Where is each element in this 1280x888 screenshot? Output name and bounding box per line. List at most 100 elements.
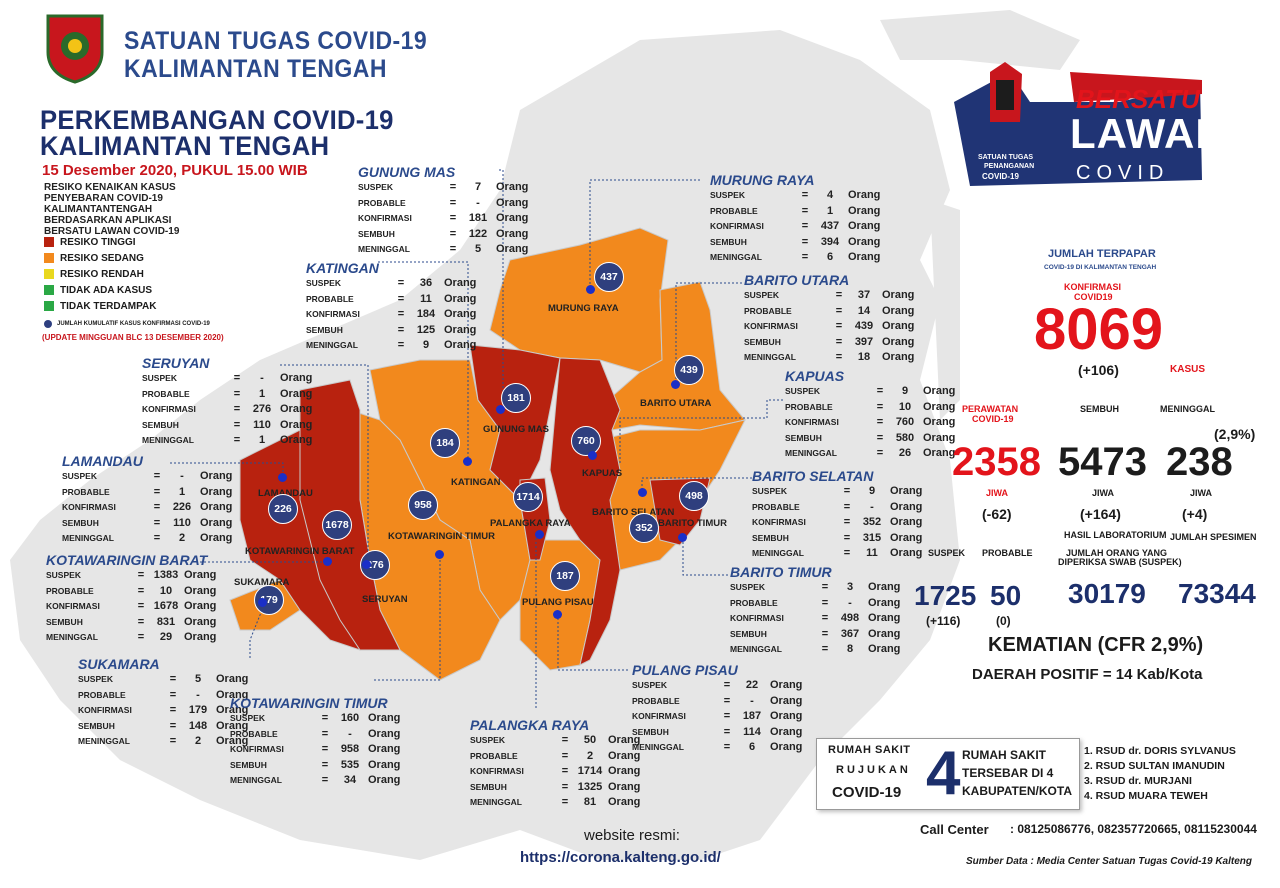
location-dot xyxy=(435,550,444,559)
stat-row: SEMBUH = 148 Orang xyxy=(78,719,248,735)
probable-label: PROBABLE xyxy=(982,548,1033,558)
stat-cell: PROBABLE xyxy=(632,695,680,706)
stat-cell: = xyxy=(723,710,731,722)
legend-medium: RESIKO SEDANG xyxy=(44,250,156,266)
hospital-label2: RUJUKAN xyxy=(836,764,911,776)
stat-cell: = xyxy=(153,470,161,482)
stat-row: SEMBUH = 315 Orang xyxy=(752,531,922,547)
stat-cell: 580 xyxy=(895,431,915,444)
sembuh-label: SEMBUH xyxy=(1080,404,1120,414)
stat-cell: = xyxy=(397,308,405,320)
stat-row: MENINGGAL = 5 Orang xyxy=(358,242,528,258)
location-dot xyxy=(553,610,562,619)
stat-cell: = xyxy=(449,196,457,209)
stat-cell: Orang xyxy=(444,277,477,289)
stat-cell: 4 xyxy=(826,189,834,201)
stat-cell: SEMBUH xyxy=(230,759,267,770)
website-link[interactable]: https://corona.kalteng.go.id/ xyxy=(520,849,721,866)
stat-cell: = xyxy=(233,434,241,446)
sembuh-total: 5473 xyxy=(1058,440,1147,484)
suspek-delta: (+116) xyxy=(926,614,961,628)
stat-cell: SUSPEK xyxy=(730,582,765,592)
stat-cell: = xyxy=(449,212,457,224)
stat-cell: = xyxy=(169,719,177,732)
stat-cell: Orang xyxy=(848,204,881,217)
location-dot xyxy=(586,285,595,294)
location-dot xyxy=(278,473,287,482)
stat-cell: = xyxy=(153,516,161,529)
leader-lines xyxy=(170,169,783,708)
stat-cell: MENINGGAL xyxy=(752,548,804,558)
region-stats-table: SUSPEK = 9 Orang PROBABLE = - Orang KONFIRMASI = 3… xyxy=(752,484,922,562)
island-northeast xyxy=(880,10,1080,70)
stat-cell: SEMBUH xyxy=(306,324,343,335)
stat-row: PROBABLE = 10 Orang xyxy=(46,584,216,600)
stat-cell: Orang xyxy=(200,516,233,529)
stat-row: SEMBUH = 122 Orang xyxy=(358,227,528,243)
stat-cell: 1 xyxy=(258,387,266,400)
perawatan-label: PERAWATAN xyxy=(962,404,1019,414)
stat-cell: SEMBUH xyxy=(710,236,747,247)
stat-cell: 81 xyxy=(583,796,597,808)
region-stats-table: SUSPEK = 22 Orang PROBABLE = - Orang KONFIRMASI =… xyxy=(632,678,802,756)
stat-cell: = xyxy=(835,351,843,363)
region-stats-table: SUSPEK = 5 Orang PROBABLE = - Orang KONFIRMASI = 1… xyxy=(78,672,248,750)
stat-cell: Orang xyxy=(496,227,529,240)
stat-row: PROBABLE = 1 Orang xyxy=(142,387,312,403)
stat-cell: KONFIRMASI xyxy=(470,766,524,776)
org-line1: SATUAN TUGAS COVID-19 xyxy=(124,27,428,55)
region-title: PALANGKA RAYA xyxy=(470,717,590,733)
stat-cell: SUSPEK xyxy=(752,486,787,496)
hospital-item: 2. RSUD SULTAN IMANUDIN xyxy=(1084,760,1225,772)
stat-cell: SUSPEK xyxy=(62,471,97,481)
stat-cell: KONFIRMASI xyxy=(730,613,784,623)
stat-cell: Orang xyxy=(496,181,529,193)
stat-cell: Orang xyxy=(882,304,915,317)
stat-cell: = xyxy=(843,516,851,528)
region-stats-kapuas: KAPUAS SUSPEK = 9 Orang PROBABLE = 10 Orang KONFI… xyxy=(785,368,955,462)
stat-row: SUSPEK = - Orang xyxy=(62,469,232,485)
map-label-sukamara: SUKAMARA xyxy=(234,577,290,588)
count-bubble-barito-utara: 439 xyxy=(674,355,704,385)
stat-cell: 2 xyxy=(194,735,202,747)
stat-cell: Orang xyxy=(882,335,915,348)
region-title: LAMANDAU xyxy=(62,453,143,469)
meninggal-total: 238 xyxy=(1166,440,1233,484)
location-dot xyxy=(496,405,505,414)
call-center-label: Call Center xyxy=(920,822,989,837)
stat-cell: 397 xyxy=(854,335,874,348)
region-stats-table: SUSPEK = 36 Orang PROBABLE = 11 Orang KONFIRMASI… xyxy=(306,276,476,354)
stat-cell: = xyxy=(821,627,829,640)
region-stats-table: SUSPEK = 1383 Orang PROBABLE = 10 Orang KONFIRMA… xyxy=(46,568,216,646)
stat-row: SUSPEK = 160 Orang xyxy=(230,711,400,727)
stat-cell: 5 xyxy=(194,673,202,685)
stat-cell: PROBABLE xyxy=(358,197,406,208)
stat-cell: = xyxy=(801,189,809,201)
perawatan-sub: COVID-19 xyxy=(972,414,1014,424)
stat-cell: = xyxy=(801,235,809,248)
stat-cell: = xyxy=(137,569,145,581)
stat-cell: = xyxy=(723,741,731,753)
stat-cell: MENINGGAL xyxy=(142,435,194,445)
stat-cell: MENINGGAL xyxy=(78,736,130,746)
map-label-palangka-raya: PALANGKA RAYA xyxy=(490,518,571,529)
stat-cell: Orang xyxy=(200,532,233,544)
stat-row: KONFIRMASI = 181 Orang xyxy=(358,211,528,227)
stat-row: SUSPEK = 4 Orang xyxy=(710,188,880,204)
map-label-kapuas: KAPUAS xyxy=(582,468,623,479)
region-title: SERUYAN xyxy=(142,355,210,371)
stat-row: SEMBUH = 580 Orang xyxy=(785,431,955,447)
jumlah-orang-label: JUMLAH ORANG YANG xyxy=(1066,548,1168,558)
count-bubble-kotawaringin-barat: 1678 xyxy=(322,510,352,540)
stat-row: MENINGGAL = 29 Orang xyxy=(46,630,216,646)
stat-cell: = xyxy=(835,289,843,301)
stat-cell: 498 xyxy=(840,612,860,624)
stat-cell: Orang xyxy=(770,741,803,753)
stat-cell: KONFIRMASI xyxy=(710,221,764,231)
stat-cell: 50 xyxy=(583,734,597,746)
stat-cell: Orang xyxy=(216,719,249,732)
stat-row: SUSPEK = 7 Orang xyxy=(358,180,528,196)
stat-cell: 1383 xyxy=(153,569,179,581)
stat-row: KONFIRMASI = 439 Orang xyxy=(744,319,914,335)
update-note: (UPDATE MINGGUAN BLC 13 DESEMBER 2020) xyxy=(42,333,224,342)
